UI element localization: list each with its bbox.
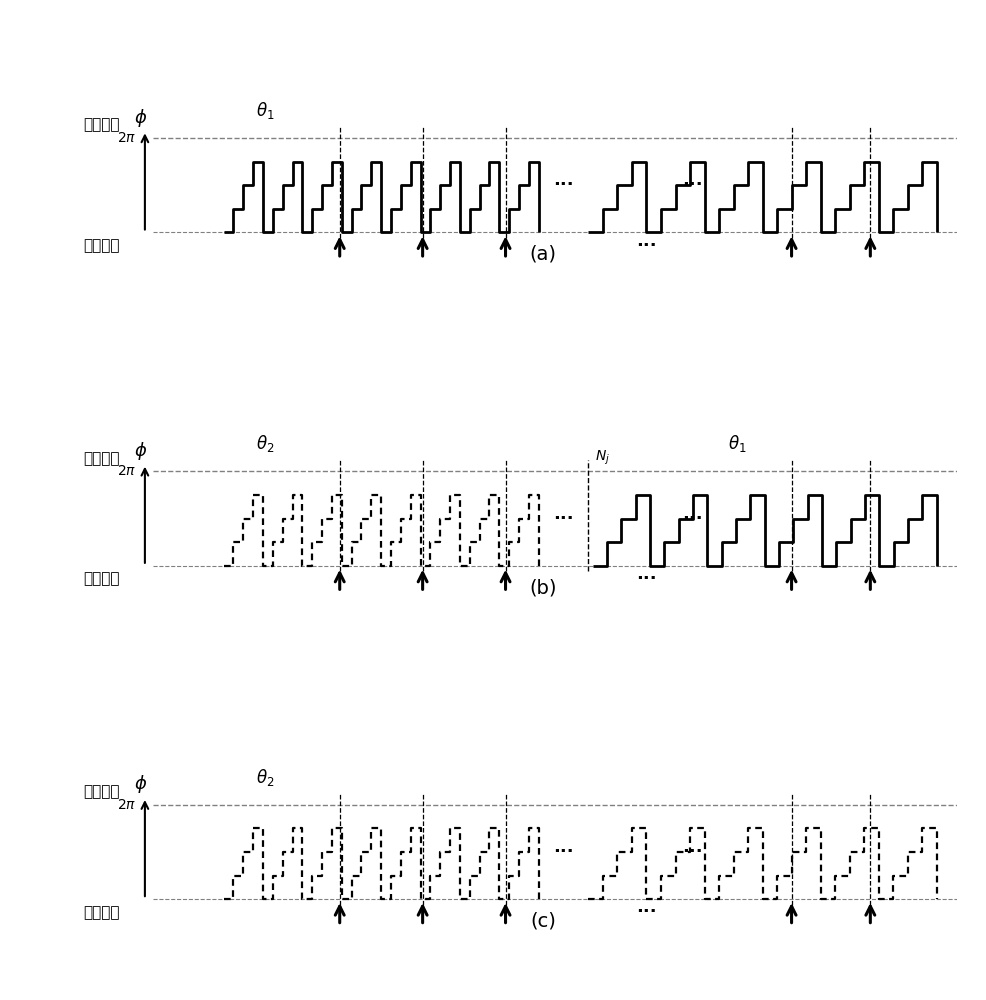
Text: ···: ··· (681, 510, 702, 528)
Text: ···: ··· (553, 176, 573, 194)
Text: $2\pi$: $2\pi$ (117, 131, 136, 145)
Text: 入射光束: 入射光束 (84, 238, 120, 253)
Text: (b): (b) (528, 578, 556, 597)
Text: $\phi$: $\phi$ (134, 773, 147, 795)
Text: 入射光束: 入射光束 (84, 572, 120, 586)
Text: $N_j$: $N_j$ (595, 448, 609, 467)
Text: ···: ··· (553, 510, 573, 528)
Text: $2\pi$: $2\pi$ (117, 464, 136, 478)
Text: $\theta_1$: $\theta_1$ (255, 100, 274, 121)
Text: ···: ··· (681, 843, 702, 861)
Text: ···: ··· (636, 237, 656, 255)
Text: ···: ··· (553, 843, 573, 861)
Text: $2\pi$: $2\pi$ (117, 798, 136, 812)
Text: $\theta_2$: $\theta_2$ (255, 767, 274, 788)
Text: ···: ··· (636, 570, 656, 588)
Text: 入射光束: 入射光束 (84, 905, 120, 920)
Text: ···: ··· (681, 176, 702, 194)
Text: $\theta_1$: $\theta_1$ (728, 433, 746, 454)
Text: (a): (a) (528, 245, 556, 264)
Text: 出射光束: 出射光束 (84, 117, 120, 132)
Text: ···: ··· (636, 903, 656, 921)
Text: $\phi$: $\phi$ (134, 107, 147, 129)
Text: (c): (c) (529, 912, 555, 931)
Text: $\theta_2$: $\theta_2$ (255, 433, 274, 454)
Text: 出射光束: 出射光束 (84, 451, 120, 466)
Text: $\phi$: $\phi$ (134, 440, 147, 462)
Text: 出射光束: 出射光束 (84, 784, 120, 799)
